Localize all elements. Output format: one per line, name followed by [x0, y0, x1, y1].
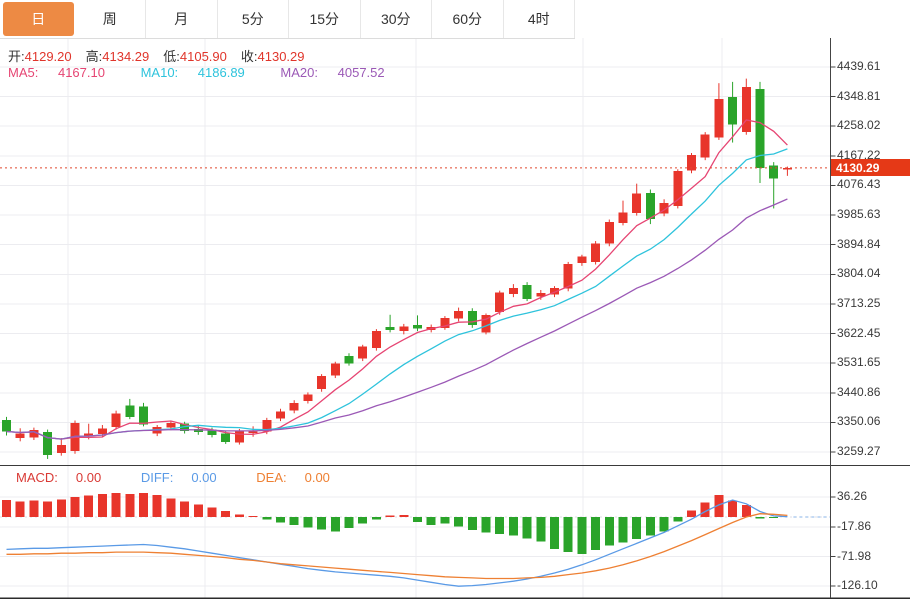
ohlc-readout: 开:4129.20 高:4134.29 低:4105.90 收:4130.29 — [8, 46, 319, 65]
diff-line — [6, 499, 788, 587]
price-axis-label: 3713.25 — [837, 295, 881, 310]
ma10-line — [6, 148, 788, 440]
open-value: 4129.20 — [24, 49, 72, 64]
tab-4hour[interactable]: 4时 — [503, 0, 575, 38]
ma20-line — [6, 198, 788, 440]
macd-histogram — [2, 492, 779, 554]
price-axis-label: 3259.27 — [837, 444, 881, 458]
price-axis-label: 3440.86 — [837, 384, 881, 399]
last-price-tag: 4130.29 — [831, 159, 910, 177]
ma5-readout: MA5: 4167.10 — [8, 65, 105, 80]
price-axis-label: 4439.61 — [837, 59, 881, 73]
low-label: 低: — [163, 49, 180, 64]
tab-60min[interactable]: 60分 — [432, 0, 504, 38]
tab-day[interactable]: 日 — [3, 2, 74, 36]
ma5-line — [6, 119, 788, 440]
timeframe-tab-bar: 日周月 5分 15分 30分 60分 4时 — [0, 0, 575, 39]
high-value: 4134.29 — [102, 49, 150, 64]
ma10-readout: MA10: 4186.89 — [140, 65, 245, 80]
price-axis-label: 3985.63 — [837, 207, 881, 222]
dea-line — [6, 513, 788, 580]
price-axis-label: 3894.84 — [837, 236, 881, 251]
macd-axis-label: -17.86 — [837, 518, 872, 533]
ma-readout: MA5: 4167.10 MA10: 4186.89 MA20: 4057.52 — [8, 65, 417, 80]
macd-readout: MACD: 0.00 DIFF: 0.00 DEA: 0.00 — [16, 470, 366, 485]
chart-frame — [0, 38, 910, 599]
price-axis-label: 3622.45 — [837, 325, 881, 340]
low-value: 4105.90 — [179, 49, 227, 64]
close-label: 收: — [240, 49, 258, 64]
macd-value: MACD: 0.00 — [16, 470, 102, 485]
price-axis-label: 3804.04 — [837, 266, 881, 281]
tab-5min[interactable]: 5分 — [217, 0, 289, 38]
macd-axis-label: -126.10 — [837, 578, 878, 593]
diff-value: DIFF: 0.00 — [140, 470, 217, 485]
price-axis-label: 3531.65 — [837, 355, 881, 370]
macd-axis-label: 36.26 — [837, 489, 868, 504]
ma20-readout: MA20: 4057.52 — [280, 65, 385, 80]
price-axis-label: 3350.06 — [837, 414, 881, 429]
high-label: 高: — [85, 49, 103, 64]
macd-axis-label: -71.98 — [837, 548, 872, 563]
price-axis-label: 4348.81 — [837, 88, 881, 103]
dea-value: DEA: 0.00 — [256, 470, 330, 485]
tab-week[interactable]: 周 — [74, 0, 146, 38]
price-axis-label: 4258.02 — [837, 118, 881, 133]
price-axis-label: 4167.22 — [837, 147, 881, 162]
tab-month[interactable]: 月 — [146, 0, 218, 38]
candles-group — [2, 78, 792, 459]
price-axis-label: 4076.43 — [837, 177, 881, 192]
tab-30min[interactable]: 30分 — [360, 0, 432, 38]
open-label: 开: — [8, 49, 25, 64]
tab-15min[interactable]: 15分 — [289, 0, 361, 38]
close-value: 4130.29 — [257, 49, 305, 64]
